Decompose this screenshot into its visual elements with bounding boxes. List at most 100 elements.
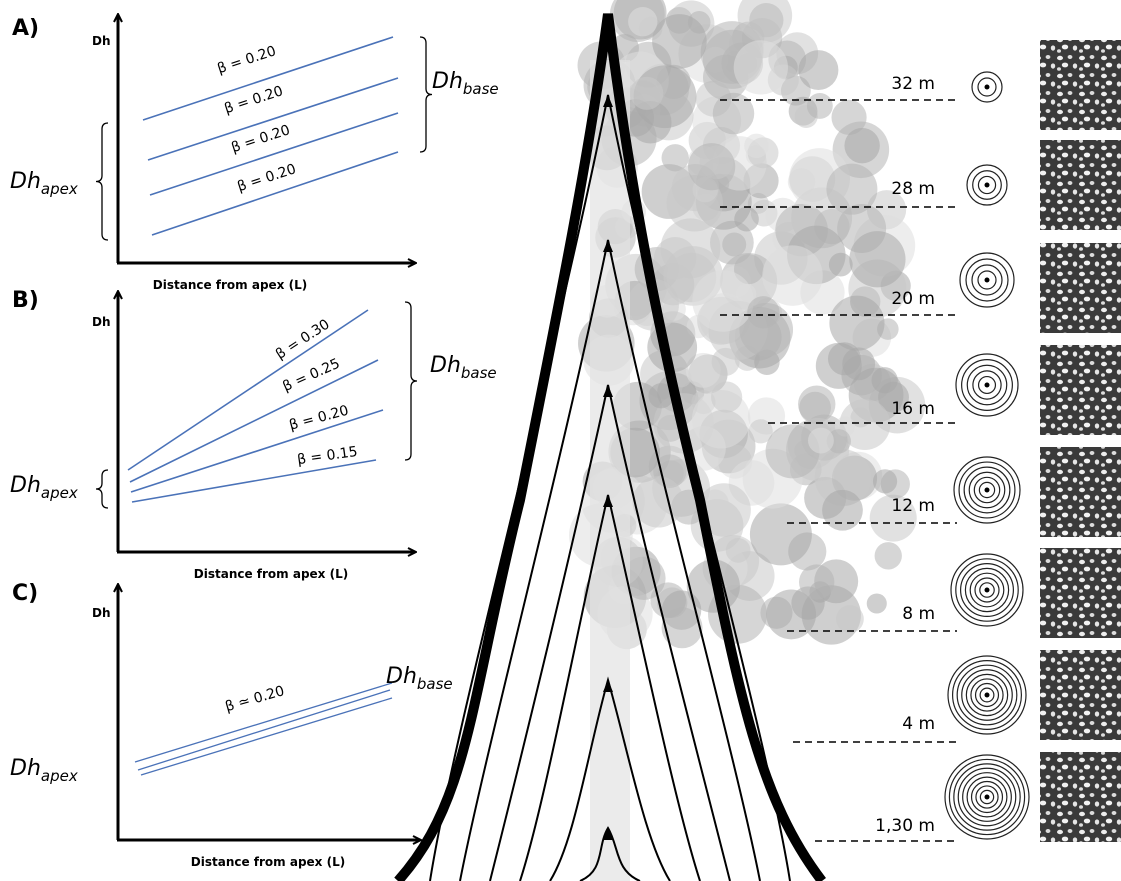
pith (984, 587, 990, 593)
height-label: 4 m (902, 714, 935, 734)
leaf-cluster (806, 92, 833, 119)
growth-ring (972, 170, 1002, 200)
growth-ring (965, 673, 1009, 717)
relation-line (149, 112, 399, 196)
growth-ring (964, 567, 1010, 613)
graph-panel: A) Dh Distance from apex (L) β = 0.20 β = 0.… (10, 15, 499, 292)
leaf-cluster (822, 489, 863, 531)
foliage (569, 0, 926, 650)
leaf-cluster (692, 270, 754, 332)
relation-line (129, 359, 379, 483)
leaf-cluster (632, 476, 684, 528)
relation-line (134, 682, 393, 763)
leaf-cluster (737, 0, 793, 43)
leaf-cluster (798, 50, 839, 91)
leaf-cluster (711, 347, 740, 376)
growth-ring (969, 572, 1005, 608)
growth-ring (957, 767, 1017, 827)
relation-line (131, 459, 377, 503)
growth-ring (971, 264, 1003, 296)
relation-line (127, 309, 369, 471)
growth-ring (965, 258, 1009, 302)
dh-subscript: base (417, 675, 453, 693)
dh-main: Dh (10, 756, 41, 781)
micrograph (1040, 548, 1121, 638)
growth-ring (974, 577, 1000, 603)
micrograph (1040, 40, 1121, 130)
leaf-cluster (766, 589, 817, 640)
ring-section (955, 353, 1019, 417)
leaf-cluster (628, 6, 658, 37)
leaf-cluster (648, 383, 674, 409)
leaf-cluster (734, 206, 759, 232)
growth-ring (979, 582, 995, 598)
leaf-cluster (744, 133, 769, 159)
leaf-cluster (839, 398, 891, 450)
ring-section (971, 71, 1003, 103)
x-axis-label: Distance from apex (L) (191, 855, 345, 869)
growth-ring (970, 780, 1004, 814)
relation-line (142, 36, 394, 121)
leaf-cluster (878, 381, 909, 413)
leaf-cluster (799, 564, 835, 600)
micrograph (1040, 345, 1121, 435)
growth-ring (951, 659, 1023, 731)
micrograph (1040, 140, 1121, 230)
pith (984, 487, 990, 493)
pith (984, 794, 990, 800)
growth-ring (962, 772, 1012, 822)
growth-ring (963, 466, 1011, 514)
growth-ring (961, 359, 1013, 411)
height-label: 28 m (891, 179, 935, 199)
tree (394, 13, 826, 881)
panel-label: A) (12, 16, 39, 41)
height-label: 1,30 m (875, 816, 935, 836)
leaf-cluster (849, 231, 906, 288)
beta-label: β = 0.20 (235, 161, 298, 195)
dh-main: Dh (10, 473, 41, 498)
height-label: 16 m (891, 399, 935, 419)
beta-label: β = 0.20 (288, 403, 351, 434)
ring-section (959, 252, 1015, 308)
leaf-cluster (661, 144, 689, 172)
pith (984, 182, 990, 188)
growth-ring (968, 471, 1006, 509)
dh-subscript: base (463, 80, 499, 98)
panel-label: C) (12, 581, 38, 606)
growth-ring (973, 476, 1001, 504)
growth-ring (977, 375, 997, 395)
growth-ring (972, 370, 1002, 400)
brace (95, 469, 109, 509)
leaf-cluster (842, 347, 876, 381)
pith (984, 84, 990, 90)
y-axis-label: Dh (92, 34, 111, 48)
height-samples: 32 m 28 m 20 m 16 m 12 m 8 m 4 m 1,30 m (720, 40, 1121, 842)
height-label: 8 m (902, 604, 935, 624)
dh-label: Dhbase (386, 664, 453, 693)
layer-tip (603, 828, 613, 840)
height-label: 20 m (891, 289, 935, 309)
beta-label: β ≃ 0.20 (223, 683, 286, 715)
pith (984, 277, 990, 283)
leaf-cluster (844, 127, 880, 164)
layer-tip (603, 240, 613, 252)
growth-ring (966, 364, 1008, 406)
beta-label: β = 0.20 (215, 43, 278, 77)
leaf-cluster (826, 429, 851, 454)
leaf-cluster (711, 381, 743, 413)
growth-ring (970, 678, 1004, 712)
dh-label: Dhapex (10, 169, 78, 198)
relation-line (140, 697, 393, 776)
leaf-cluster (687, 143, 736, 191)
growth-ring (977, 77, 997, 97)
beta-label: β = 0.20 (222, 83, 285, 117)
brace (419, 36, 433, 153)
leaf-cluster (869, 494, 917, 542)
layer-tip (603, 495, 613, 507)
dh-label: Dhbase (430, 353, 497, 382)
growth-ring (977, 270, 997, 290)
leaf-cluster (866, 593, 887, 614)
growth-ring (978, 481, 996, 499)
dh-label: Dhapex (10, 756, 78, 785)
